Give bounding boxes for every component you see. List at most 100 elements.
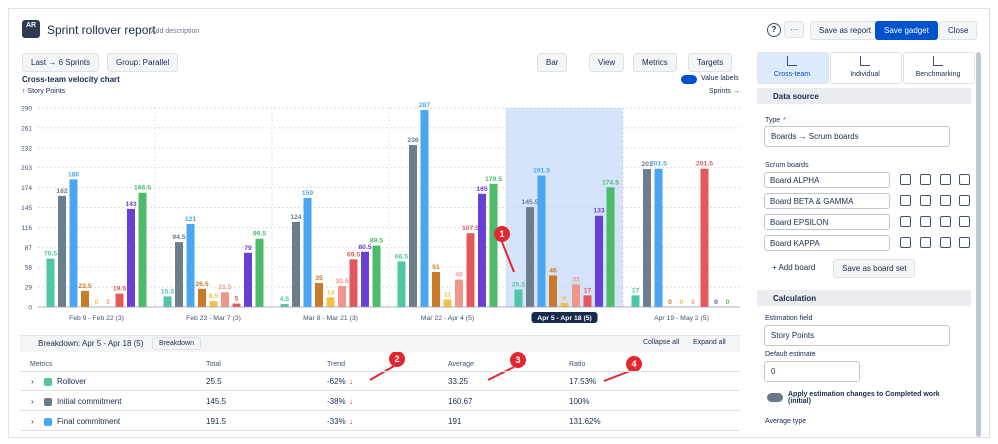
board-action[interactable]: [900, 174, 911, 185]
board-action[interactable]: [920, 174, 931, 185]
board-action[interactable]: [959, 216, 970, 227]
board-action[interactable]: [900, 237, 911, 248]
view-select[interactable]: View: [589, 53, 625, 72]
value-label: 51: [432, 264, 440, 271]
apply-text: Apply estimation changes to Completed wo…: [788, 391, 940, 405]
bar: [81, 290, 89, 307]
group-select[interactable]: Group: Parallel: [107, 53, 179, 72]
board-action[interactable]: [920, 237, 931, 248]
bar: [198, 288, 206, 307]
scrollbar[interactable]: [976, 52, 981, 437]
value-label: 0: [106, 299, 110, 306]
bar: [292, 221, 300, 307]
value-label: 70.5: [44, 251, 57, 258]
save-report-button[interactable]: Save as report: [810, 21, 881, 40]
panel-tab[interactable]: [903, 52, 975, 84]
bar: [221, 292, 229, 307]
total: 191.5: [206, 417, 227, 426]
bar: [175, 242, 183, 307]
bar: [232, 303, 241, 307]
value-label: 66.5: [395, 253, 408, 260]
board-select[interactable]: Board KAPPA: [764, 235, 890, 251]
board-select[interactable]: Board ALPHA: [764, 172, 890, 188]
board-action[interactable]: [920, 195, 931, 206]
apply-toggle[interactable]: [767, 393, 783, 402]
help-button[interactable]: ?: [767, 23, 781, 37]
average: 33.25: [448, 377, 469, 386]
metrics-select[interactable]: Metrics: [633, 53, 677, 72]
range-select[interactable]: Last → 6 Sprints: [22, 53, 100, 72]
type-select[interactable]: Boards → Scrum boards: [764, 126, 950, 147]
expand-all[interactable]: Expand all: [693, 339, 726, 346]
value-label: 107.5: [462, 225, 479, 232]
value-labels-toggle[interactable]: [681, 75, 697, 84]
expand-caret[interactable]: ›: [31, 377, 34, 386]
value-label: 8.5: [209, 293, 219, 300]
board-action[interactable]: [959, 174, 970, 185]
column-header: Metrics: [30, 361, 53, 368]
x-tick-label: Feb 9 - Feb 22 (3): [69, 315, 124, 322]
value-label: 201.5: [650, 161, 667, 168]
value-label: 94.5: [172, 234, 185, 241]
panel-tab[interactable]: [830, 52, 902, 84]
bar: [46, 258, 55, 307]
panel-tab[interactable]: [757, 52, 829, 84]
x-tick-label: Mar 8 - Mar 21 (3): [303, 315, 358, 322]
x-tick-label: Apr 19 - May 2 (5): [654, 315, 709, 322]
board-action[interactable]: [900, 216, 911, 227]
logo: AR: [22, 20, 40, 38]
breakdown-chip[interactable]: Breakdown: [152, 337, 202, 350]
value-label: 6: [563, 295, 567, 302]
bar: [127, 208, 135, 307]
trend-arrow: ↓: [349, 417, 353, 426]
value-label: 17: [584, 287, 592, 294]
trend: -62%: [327, 377, 346, 386]
save-board-set[interactable]: Save as board set: [833, 259, 916, 278]
board-action[interactable]: [959, 195, 970, 206]
value-label: 166.5: [134, 185, 151, 192]
bar: [420, 110, 429, 307]
expand-caret[interactable]: ›: [31, 397, 34, 406]
value-label: 19.5: [113, 286, 126, 293]
expand-caret[interactable]: ›: [31, 417, 34, 426]
board-action[interactable]: [940, 174, 951, 185]
chart-type-select[interactable]: Bar: [537, 53, 568, 72]
bar: [244, 252, 252, 307]
value-label: 17: [632, 287, 640, 294]
bar: [326, 297, 335, 307]
row-swatch: [44, 418, 52, 426]
close-button[interactable]: Close: [939, 21, 978, 40]
add-board[interactable]: + Add board: [764, 259, 824, 276]
value-label: 0: [680, 299, 684, 306]
board-action[interactable]: [940, 216, 951, 227]
targets-select[interactable]: Targets: [688, 53, 733, 72]
section-header[interactable]: Calculation: [757, 290, 971, 306]
value-label: 0: [668, 299, 672, 306]
bar: [560, 302, 569, 307]
estimation-select[interactable]: Story Points: [764, 325, 950, 346]
add-description[interactable]: Add description: [151, 28, 200, 35]
board-select[interactable]: Board EPSILON: [764, 214, 890, 230]
bar: [514, 289, 523, 307]
value-label: 25.5: [512, 282, 525, 289]
board-action[interactable]: [940, 237, 951, 248]
board-select[interactable]: Board BETA & GAMMA: [764, 193, 890, 209]
more-button[interactable]: ···: [784, 21, 804, 38]
board-action[interactable]: [940, 195, 951, 206]
frame: [8, 8, 990, 438]
value-label: 0: [691, 299, 695, 306]
value-label: 89.5: [370, 238, 383, 245]
default-input[interactable]: 0: [764, 361, 860, 382]
board-action[interactable]: [959, 237, 970, 248]
section-header[interactable]: Data source: [757, 88, 971, 104]
save-gadget-button[interactable]: Save gadget: [875, 21, 938, 40]
collapse-all[interactable]: Collapse all: [643, 339, 680, 346]
bar: [537, 175, 546, 307]
board-action[interactable]: [900, 195, 911, 206]
trend-arrow: ↓: [349, 397, 353, 406]
bar: [209, 301, 218, 307]
board-action[interactable]: [920, 216, 931, 227]
bar: [455, 279, 463, 307]
bar: [466, 233, 475, 307]
annotation: 2: [389, 351, 405, 367]
